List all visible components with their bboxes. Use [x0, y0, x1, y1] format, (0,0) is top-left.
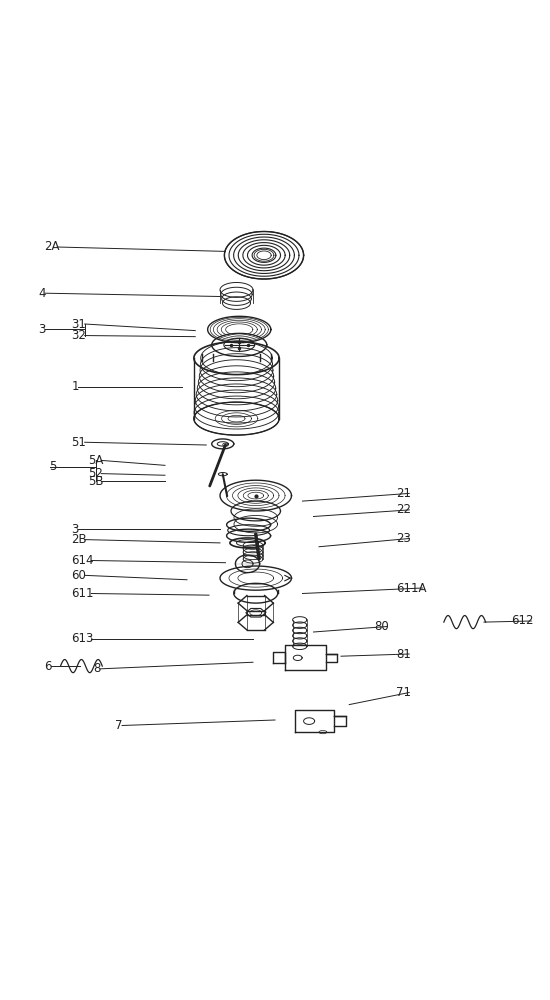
Text: 21: 21	[396, 487, 411, 500]
Text: 5: 5	[50, 460, 57, 474]
Text: 7: 7	[116, 719, 123, 732]
Text: 611A: 611A	[396, 582, 426, 594]
Text: 2A: 2A	[44, 240, 59, 253]
Text: 1: 1	[72, 380, 79, 393]
Text: 80: 80	[374, 620, 389, 633]
Text: 5A: 5A	[88, 454, 103, 467]
Text: 5B: 5B	[88, 475, 103, 488]
Text: 3: 3	[39, 323, 46, 336]
Text: 3: 3	[72, 523, 79, 536]
Text: 2B: 2B	[72, 533, 87, 546]
Text: 613: 613	[72, 632, 94, 645]
Text: 52: 52	[88, 467, 103, 480]
Text: 60: 60	[72, 569, 86, 582]
Text: 81: 81	[396, 648, 411, 660]
Text: 8: 8	[94, 662, 101, 675]
Text: 31: 31	[72, 318, 86, 330]
Text: 4: 4	[39, 287, 46, 300]
Text: 32: 32	[72, 329, 86, 342]
Text: 612: 612	[512, 614, 534, 628]
Text: 23: 23	[396, 532, 411, 545]
Text: 611: 611	[72, 587, 94, 600]
Text: 22: 22	[396, 503, 411, 516]
Text: 6: 6	[44, 660, 52, 673]
Text: 51: 51	[72, 436, 86, 449]
Text: 71: 71	[396, 686, 411, 699]
Text: 614: 614	[72, 554, 94, 567]
